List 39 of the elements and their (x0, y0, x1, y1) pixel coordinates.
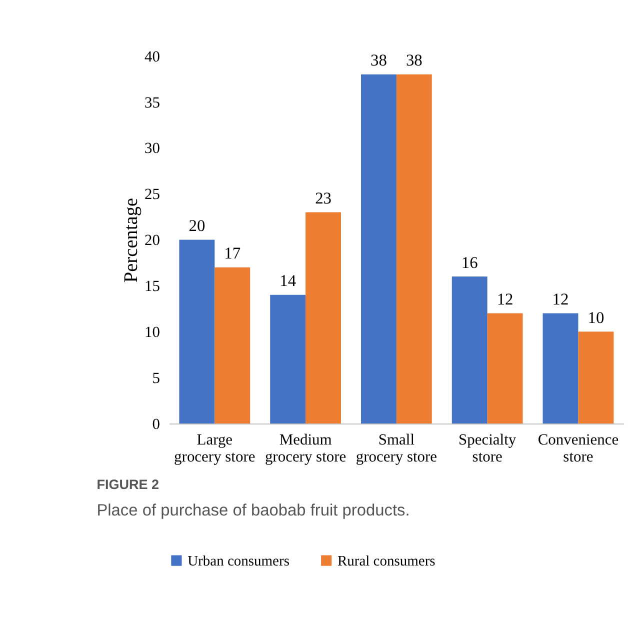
y-tick-label: 15 (144, 278, 160, 296)
y-tick-label: 40 (144, 48, 160, 66)
legend-label: Rural consumers (337, 553, 436, 570)
y-tick-label: 30 (144, 140, 160, 158)
y-tick-label: 20 (144, 232, 160, 250)
bar (214, 267, 250, 424)
data-label: 10 (588, 308, 604, 327)
data-label: 38 (370, 50, 387, 70)
bar (452, 276, 488, 424)
y-tick-label: 10 (144, 324, 160, 341)
data-label: 38 (406, 50, 422, 70)
y-tick-label: 5 (152, 370, 160, 387)
data-label: 14 (280, 271, 296, 290)
data-label: 16 (461, 252, 478, 272)
bar (360, 74, 396, 424)
bar (396, 74, 432, 424)
bar (487, 313, 523, 424)
bar (179, 240, 215, 424)
legend-label: Urban consumers (188, 553, 290, 570)
x-tick-label: Small grocery store (356, 431, 438, 466)
x-tick-label: Convenience store (538, 431, 619, 466)
x-tick-label: Large grocery store (174, 431, 256, 466)
y-axis-title: Percentage (120, 198, 142, 283)
y-tick-label: 0 (152, 416, 160, 433)
data-label: 12 (552, 290, 569, 309)
bar (306, 212, 341, 424)
text: Place of purchase of baobab fruit products. (96, 501, 410, 520)
data-label: 20 (188, 216, 206, 236)
data-label: 17 (224, 244, 241, 263)
y-tick-label: 25 (144, 186, 160, 204)
data-label: 12 (496, 290, 514, 309)
data-label: 23 (315, 188, 332, 208)
x-tick-label: Medium grocery store (264, 431, 346, 466)
bar (542, 313, 578, 424)
y-tick-label: 35 (144, 94, 160, 112)
x-tick-label: Specialty store (458, 431, 516, 466)
bar (578, 332, 614, 424)
bar (270, 294, 306, 424)
caption: FIGURE 2 (96, 477, 160, 492)
